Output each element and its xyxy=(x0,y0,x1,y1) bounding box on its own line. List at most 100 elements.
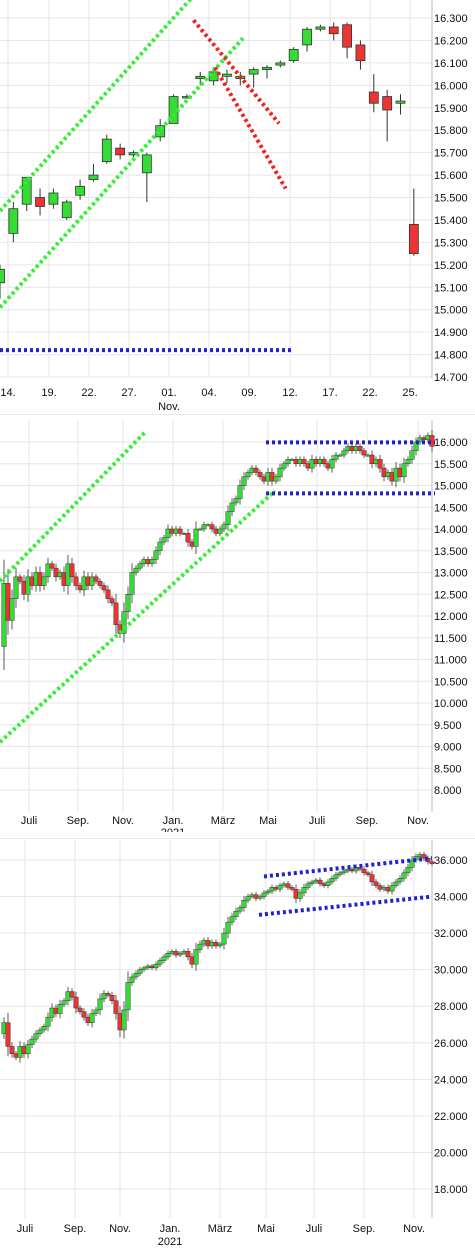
candle-up xyxy=(153,550,159,560)
candle-up xyxy=(141,154,152,174)
candle-up xyxy=(302,28,312,46)
y-tick-label: 34.000 xyxy=(434,892,468,904)
candle-down xyxy=(185,533,191,543)
candle-up xyxy=(425,435,431,441)
candle-up xyxy=(181,951,187,954)
y-tick-label: 14.700 xyxy=(434,372,468,384)
candle-up xyxy=(217,943,223,947)
x-tick-label: Jan. xyxy=(160,1223,181,1235)
candle-down xyxy=(9,1046,15,1054)
y-tick-label: 8.500 xyxy=(434,763,462,775)
candle-down xyxy=(253,894,259,899)
candle-down xyxy=(349,446,355,451)
candle-up xyxy=(281,883,287,886)
y-tick-label: 16.200 xyxy=(434,35,468,47)
y-tick-label: 15.500 xyxy=(434,193,468,205)
y-tick-label: 14.800 xyxy=(434,350,468,362)
candle-down xyxy=(5,583,11,621)
candle-up xyxy=(195,75,206,79)
candle-up xyxy=(193,949,199,965)
x-tick-label: 01. xyxy=(161,387,176,399)
candle-up xyxy=(409,859,415,868)
candle-up xyxy=(155,125,166,138)
chart-panel-short-term: 16.300 16.200 16.100 16.000 15.900 15.800 15.7… xyxy=(0,0,475,412)
x-tick-label: 04. xyxy=(201,387,216,399)
candle-up xyxy=(161,537,167,543)
candle-down xyxy=(105,589,111,599)
y-tick-label: 18.000 xyxy=(434,1184,468,1196)
candle-up xyxy=(325,881,331,886)
candle-up xyxy=(217,528,223,534)
candle-up xyxy=(405,459,411,465)
candle-up xyxy=(129,572,135,595)
candle-up xyxy=(245,472,251,478)
x-tick-label: Juli xyxy=(21,815,38,827)
candle-down xyxy=(373,881,379,886)
candle-down xyxy=(93,576,99,582)
x-tick-label: Nov. xyxy=(403,1223,425,1235)
candle-up xyxy=(309,881,315,885)
candle-down xyxy=(273,887,279,890)
candle-up xyxy=(237,485,243,499)
candle-up xyxy=(145,965,151,969)
x-tick-sublabel: 2021 xyxy=(158,1236,182,1248)
candle-up xyxy=(29,1038,35,1045)
candle-down xyxy=(257,472,263,478)
candle-up xyxy=(173,528,179,534)
candle-up xyxy=(137,563,143,569)
candle-up xyxy=(315,26,326,30)
x-tick-label: Sep. xyxy=(356,815,379,827)
candle-up xyxy=(141,967,147,970)
y-tick-label: 15.300 xyxy=(434,237,468,249)
candle-up xyxy=(317,459,323,465)
y-tick-label: 14.000 xyxy=(434,524,468,536)
candle-up xyxy=(389,885,395,892)
candle-up xyxy=(229,502,235,512)
candle-up xyxy=(89,576,95,586)
candle-up xyxy=(262,66,272,71)
trendline xyxy=(0,429,148,583)
y-tick-label: 14.500 xyxy=(434,502,468,514)
candle-down xyxy=(85,1016,91,1023)
candle-up xyxy=(75,185,85,196)
candle-up xyxy=(65,563,71,586)
candle-up xyxy=(41,1026,47,1031)
y-tick-label: 16.000 xyxy=(434,437,468,449)
y-tick-label: 9.000 xyxy=(434,742,462,754)
y-tick-label: 15.000 xyxy=(434,305,468,317)
candle-up xyxy=(241,899,247,908)
candle-down xyxy=(149,965,155,969)
candle-up xyxy=(57,1004,63,1014)
candle-down xyxy=(77,585,83,591)
x-tick-label: 09. xyxy=(241,387,256,399)
candle-up xyxy=(205,524,211,527)
candle-up xyxy=(157,541,163,552)
x-tick-label: Juli xyxy=(306,1223,323,1235)
candle-down xyxy=(301,459,307,465)
x-tick-sublabel: Nov. xyxy=(158,401,180,412)
candle-up xyxy=(25,576,31,595)
candle-down xyxy=(325,463,331,469)
candle-up xyxy=(345,446,351,451)
candle-down xyxy=(21,580,27,595)
candle-down xyxy=(361,868,367,874)
candle-down xyxy=(349,868,355,872)
candle-down xyxy=(77,1007,83,1012)
chart-svg: 36.000 34.000 32.000 30.000 28.000 26.000 24.0… xyxy=(0,840,468,1248)
x-tick-label: Sep. xyxy=(67,815,90,827)
candle-down xyxy=(101,585,107,591)
candle-down xyxy=(365,872,371,875)
candle-up xyxy=(45,563,51,578)
candle-up xyxy=(0,268,5,284)
candle-down xyxy=(269,472,275,482)
candle-up xyxy=(165,952,171,958)
candle-up xyxy=(48,192,59,205)
candle-down xyxy=(209,524,215,530)
panel-divider xyxy=(0,414,475,415)
candle-up xyxy=(65,991,71,1001)
y-tick-label: 28.000 xyxy=(434,1001,468,1013)
candle-up xyxy=(401,463,407,478)
candle-up xyxy=(329,878,335,883)
candle-down xyxy=(189,541,195,547)
chart-panel-mid-term: 16.000 15.500 15.000 14.500 14.000 13.500 13.0… xyxy=(0,420,475,832)
